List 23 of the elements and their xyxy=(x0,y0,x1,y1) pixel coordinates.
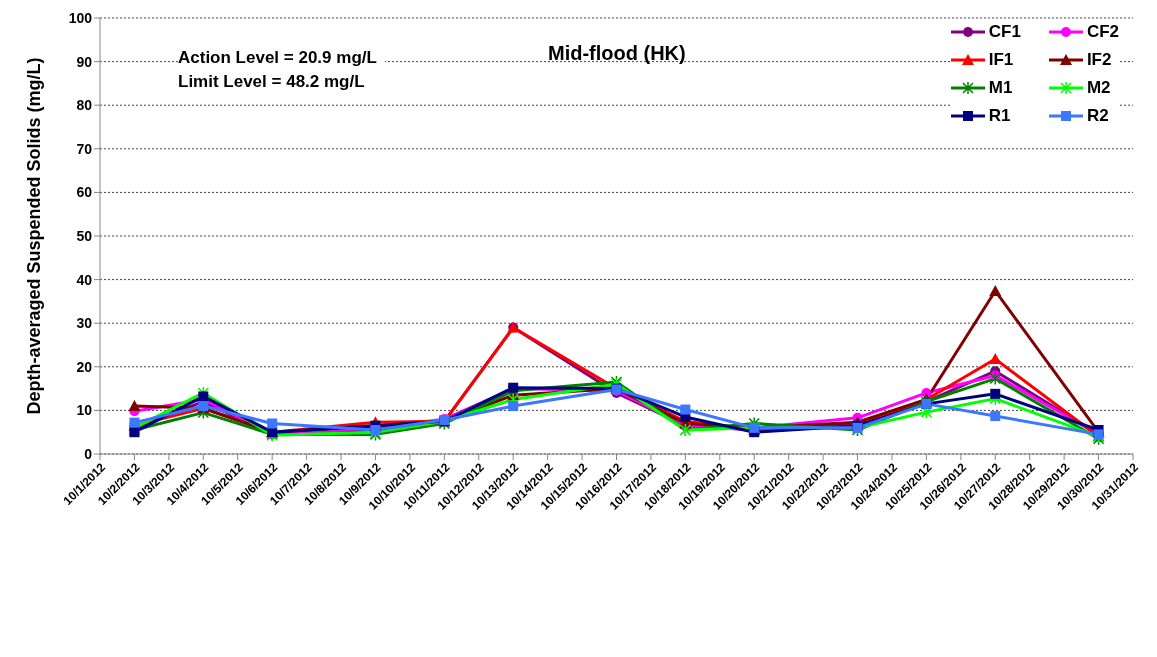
y-tick-label: 10 xyxy=(76,402,93,419)
y-tick-label: 30 xyxy=(76,315,93,332)
legend-label: IF2 xyxy=(1086,50,1112,70)
y-tick-label: 0 xyxy=(84,445,93,462)
y-tick-label: 90 xyxy=(76,53,93,70)
legend-label: CF2 xyxy=(1086,22,1119,42)
annotation: Limit Level = 48.2 mg/L xyxy=(178,71,366,93)
legend-label: M1 xyxy=(988,78,1013,98)
y-tick-label: 100 xyxy=(68,9,93,26)
legend-label: M2 xyxy=(1086,78,1111,98)
y-tick-label: 40 xyxy=(76,271,93,288)
y-tick-label: 80 xyxy=(76,97,93,114)
text: Mid-flood (HK) xyxy=(548,42,686,65)
legend-label: CF1 xyxy=(988,22,1021,42)
y-tick-label: 70 xyxy=(76,140,93,157)
y-tick-label: 50 xyxy=(76,227,93,244)
y-axis-title: Depth-averaged Suspended Solids (mg/L) xyxy=(24,57,45,415)
annotation: Action Level = 20.9 mg/L xyxy=(178,47,377,69)
y-tick-label: 60 xyxy=(76,184,93,201)
y-tick-label: 20 xyxy=(76,358,93,375)
legend-label: R1 xyxy=(988,106,1011,126)
legend-label: R2 xyxy=(1086,106,1109,126)
legend-label: IF1 xyxy=(988,50,1014,70)
